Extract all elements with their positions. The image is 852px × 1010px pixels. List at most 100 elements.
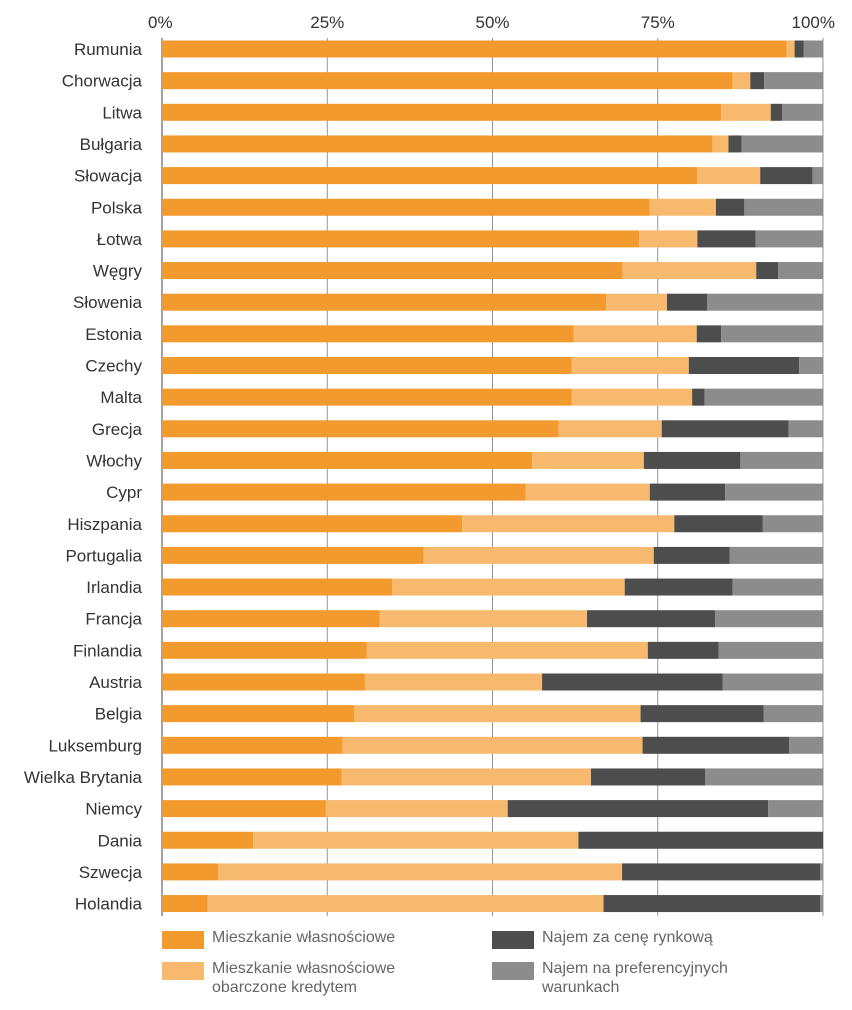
legend-item-market-rent: Najem za cenę rynkową xyxy=(492,928,762,949)
category-label: Bułgaria xyxy=(80,135,143,154)
bar-segment xyxy=(571,388,693,406)
category-label: Hiszpania xyxy=(67,515,142,534)
x-tick-label: 0% xyxy=(148,13,173,32)
bar-segment xyxy=(722,673,823,691)
bar-segment xyxy=(423,546,654,564)
category-label: Francja xyxy=(85,610,142,629)
bar-segment xyxy=(697,167,761,185)
bar-segment xyxy=(354,705,641,723)
legend-swatch xyxy=(492,931,534,949)
bar-segment xyxy=(162,293,607,311)
bar-segment xyxy=(812,167,823,185)
category-label: Belgia xyxy=(95,705,143,724)
legend-item-owner: Mieszkanie własnościowe xyxy=(162,928,432,949)
category-label: Czechy xyxy=(85,357,142,376)
bar-segment xyxy=(649,483,726,501)
bar-segment xyxy=(573,325,697,343)
category-label: Grecja xyxy=(92,420,143,439)
legend: Mieszkanie własnościowe Mieszkanie własn… xyxy=(162,928,842,1008)
bar-segment xyxy=(692,388,705,406)
bar-segment xyxy=(162,420,559,438)
category-label: Węgry xyxy=(93,262,143,281)
bar-segment xyxy=(558,420,662,438)
bar-segment xyxy=(162,610,380,628)
bar-segment xyxy=(162,641,367,659)
legend-item-owner-mortgage: Mieszkanie własnościowe obarczone kredyt… xyxy=(162,959,432,997)
bar-segment xyxy=(218,863,623,881)
bar-segment xyxy=(162,546,424,564)
bar-segment xyxy=(162,388,572,406)
bar-segment xyxy=(253,831,579,849)
category-label: Niemcy xyxy=(85,800,142,819)
category-label: Litwa xyxy=(102,103,142,122)
x-tick-label: 100% xyxy=(792,13,835,32)
category-label: Rumunia xyxy=(74,40,143,59)
bar-segment xyxy=(162,72,733,90)
x-axis-ticks: 0% 25% 50% 75% 100% xyxy=(148,13,835,32)
bar-segment xyxy=(392,578,625,596)
bar-segment xyxy=(674,515,763,533)
bar-segment xyxy=(162,736,343,754)
bar-segment xyxy=(162,578,393,596)
stacked-bar-chart: 0% 25% 50% 75% 100% Rumunia Chorwacja Litwa Buł… xyxy=(24,13,835,916)
bar-segment xyxy=(639,230,698,248)
bar-segment xyxy=(721,325,823,343)
category-label: Malta xyxy=(100,388,142,407)
bar-segment xyxy=(162,705,355,723)
bar-segment xyxy=(207,895,604,913)
bar-segment xyxy=(762,515,823,533)
bar-segment xyxy=(778,262,823,280)
category-label: Szwecja xyxy=(79,863,143,882)
bar-segment xyxy=(640,705,764,723)
bar-segment xyxy=(462,515,675,533)
bar-segment xyxy=(715,198,745,216)
bar-segment xyxy=(799,357,823,374)
category-label: Estonia xyxy=(85,325,142,344)
bar-segment xyxy=(788,420,823,438)
legend-label: Najem za cenę rynkową xyxy=(542,929,713,946)
category-label: Dania xyxy=(98,831,143,850)
bar-segment xyxy=(642,736,790,754)
bar-segment xyxy=(715,610,823,628)
bar-segment xyxy=(794,40,804,58)
bar-segment xyxy=(603,895,821,913)
category-label: Holandia xyxy=(75,895,143,914)
bar-segment xyxy=(162,167,698,185)
bar-segment xyxy=(712,135,729,153)
bar-segment xyxy=(364,673,543,691)
bar-segment xyxy=(770,103,783,121)
bar-segment xyxy=(162,262,623,280)
x-tick-label: 25% xyxy=(310,13,344,32)
x-tick-label: 75% xyxy=(641,13,675,32)
bar-segment xyxy=(162,230,640,248)
bar-segment xyxy=(732,72,751,90)
bar-segment xyxy=(525,483,650,501)
bar-segment xyxy=(379,610,588,628)
bar-segment xyxy=(624,578,733,596)
bar-segment xyxy=(507,800,769,818)
bar-segment xyxy=(643,451,741,469)
bar-segment xyxy=(696,325,722,343)
bar-segment xyxy=(667,293,708,311)
bar-segment xyxy=(744,198,823,216)
bar-segment xyxy=(789,736,823,754)
bar-segment xyxy=(755,230,823,248)
bar-segment xyxy=(741,135,823,153)
bar-segment xyxy=(162,198,650,216)
bar-segment xyxy=(653,546,730,564)
bar-segment xyxy=(162,451,533,469)
bar-segment xyxy=(622,262,757,280)
bar-segment xyxy=(688,357,800,374)
bar-segment xyxy=(587,610,716,628)
bar-segment xyxy=(162,673,365,691)
bar-segment xyxy=(571,357,689,374)
bar-segment xyxy=(162,895,208,913)
bar-segment xyxy=(707,293,823,311)
category-label: Finlandia xyxy=(73,641,143,660)
category-label: Łotwa xyxy=(97,230,143,249)
category-label: Słowenia xyxy=(73,293,143,312)
bar-segment xyxy=(705,768,823,786)
bar-segment xyxy=(162,515,463,533)
bar-segment xyxy=(162,40,787,58)
bar-segment xyxy=(590,768,706,786)
